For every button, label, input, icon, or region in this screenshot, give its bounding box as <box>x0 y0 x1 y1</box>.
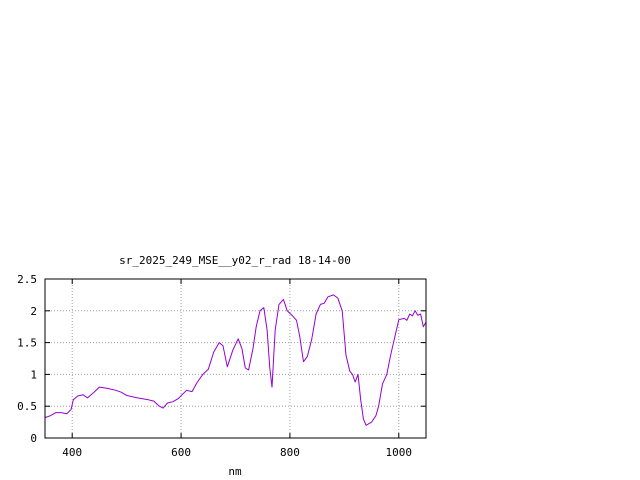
x-tick-label: 600 <box>171 446 191 459</box>
series-line <box>44 294 427 426</box>
y-tick-label: 0 <box>30 432 37 445</box>
y-tick-label: 1.5 <box>17 337 37 350</box>
ticks: 0 0.5 1 1.5 2 2.5 400 600 800 1000 <box>17 273 426 459</box>
y-tick-label: 2 <box>30 305 37 318</box>
series-layer <box>44 294 427 426</box>
x-axis-label: nm <box>228 465 242 478</box>
plot-frame <box>44 278 427 439</box>
y-tick-label: 2.5 <box>17 273 37 286</box>
chart-title: sr_2025_249_MSE__y02_r_rad 18-14-00 <box>119 254 351 267</box>
x-tick-label: 1000 <box>386 446 413 459</box>
grid <box>45 279 426 438</box>
x-tick-label: 800 <box>280 446 300 459</box>
y-tick-label: 0.5 <box>17 400 37 413</box>
y-tick-label: 1 <box>30 368 37 381</box>
x-tick-label: 400 <box>62 446 82 459</box>
